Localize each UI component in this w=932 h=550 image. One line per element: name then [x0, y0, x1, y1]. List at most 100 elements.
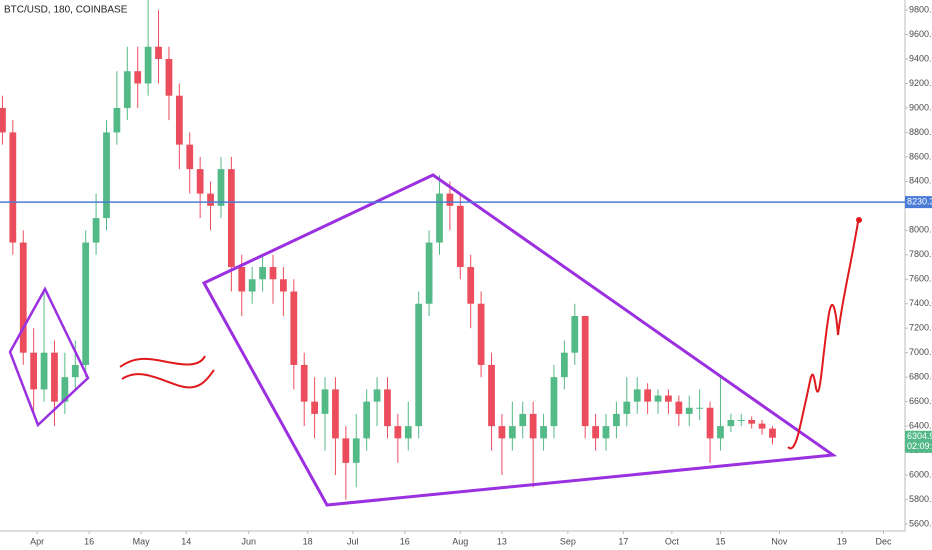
- candle-body: [134, 71, 142, 84]
- candle-body: [456, 205, 464, 268]
- candle-body: [0, 107, 6, 133]
- candle-body: [665, 395, 672, 402]
- candle-body: [40, 352, 48, 390]
- countdown-label: 02:09:48: [907, 441, 932, 451]
- candle-body: [269, 267, 277, 280]
- x-tick-label: 16: [84, 536, 94, 546]
- candle-body: [311, 401, 318, 414]
- last-price-label: 6304.99: [907, 431, 932, 441]
- candle-body: [82, 242, 90, 365]
- arrow-head: [856, 217, 862, 223]
- candle-body: [217, 169, 225, 206]
- x-tick-label: 15: [715, 536, 725, 546]
- y-tick-label: 8000.00: [909, 225, 932, 235]
- candle-body: [113, 107, 121, 133]
- last-price-box: [905, 430, 932, 453]
- candle-body: [290, 291, 298, 365]
- candle-body: [592, 426, 599, 439]
- candle-body: [175, 95, 183, 145]
- candle-body: [92, 218, 100, 243]
- candle-body: [550, 377, 558, 427]
- candle-body: [196, 169, 204, 194]
- candle-body: [436, 193, 443, 243]
- candle-body: [19, 242, 27, 353]
- candle-body: [227, 169, 235, 268]
- candle-body: [321, 389, 329, 414]
- candle-body: [415, 303, 423, 427]
- y-tick-label: 7600.00: [909, 274, 932, 284]
- y-tick-label: 6000.00: [909, 469, 932, 479]
- candle-body: [654, 395, 662, 402]
- candle-body: [602, 426, 610, 439]
- price-label-box: [905, 196, 932, 209]
- y-tick-label: 8600.00: [909, 151, 932, 161]
- y-tick-label: 5600.00: [909, 518, 932, 528]
- price-label: 8230.39: [907, 196, 932, 206]
- x-tick-label: Jun: [241, 536, 256, 546]
- x-tick-label: 17: [618, 536, 628, 546]
- x-tick-label: May: [133, 536, 151, 546]
- candle-body: [644, 389, 651, 402]
- candle-body: [488, 364, 495, 427]
- x-tick-label: Nov: [771, 536, 788, 546]
- candle-body: [633, 389, 641, 402]
- candle-body: [613, 413, 620, 427]
- x-tick-label: Aug: [452, 536, 468, 546]
- drawings: [8, 173, 862, 507]
- y-tick-label: 7000.00: [909, 347, 932, 357]
- candle-body: [477, 303, 485, 365]
- arrow-drawing: [787, 221, 859, 450]
- x-tick-label: Sep: [560, 536, 576, 546]
- candle-body: [737, 420, 745, 422]
- candle-body: [71, 364, 79, 378]
- squiggle-drawing: [119, 355, 206, 368]
- y-tick-label: 7800.00: [909, 249, 932, 259]
- candle-body: [51, 352, 58, 402]
- y-tick-label: 7400.00: [909, 298, 932, 308]
- x-tick-label: Apr: [30, 536, 44, 546]
- candle-body: [425, 242, 433, 304]
- y-tick-label: 5800.00: [909, 494, 932, 504]
- candle-body: [529, 413, 537, 439]
- candle-body: [280, 279, 287, 292]
- y-tick-label: 9200.00: [909, 78, 932, 88]
- candles: [0, 0, 776, 500]
- x-tick-label: 18: [303, 536, 313, 546]
- candle-body: [123, 71, 131, 108]
- candle-body: [259, 267, 266, 280]
- candle-body: [467, 267, 475, 304]
- candle-body: [352, 438, 360, 463]
- candle-body: [727, 420, 735, 427]
- candle-body: [404, 426, 412, 439]
- x-tick-label: Oct: [665, 536, 680, 546]
- y-tick-label: 8400.00: [909, 176, 932, 186]
- candle-body: [581, 315, 589, 427]
- candle-body: [186, 144, 194, 170]
- x-tick-label: 16: [400, 536, 410, 546]
- candle-body: [363, 401, 371, 439]
- candle-body: [144, 46, 152, 84]
- y-tick-label: 9000.00: [909, 102, 932, 112]
- candle-body: [248, 279, 256, 292]
- candle-body: [748, 420, 756, 424]
- y-tick-label: 7200.00: [909, 323, 932, 333]
- candle-body: [519, 413, 527, 427]
- candle-body: [61, 377, 69, 402]
- chart-title: BTC/USD, 180, COINBASE: [4, 5, 128, 16]
- candle-body: [207, 193, 214, 206]
- candle-body: [332, 389, 339, 439]
- candle-body: [769, 428, 776, 438]
- y-tick-label: 6600.00: [909, 396, 932, 406]
- candle-body: [685, 407, 693, 414]
- candle-body: [103, 132, 110, 219]
- candle-body: [758, 423, 766, 429]
- candle-body: [675, 401, 683, 414]
- y-tick-label: 6800.00: [909, 372, 932, 382]
- candle-body: [696, 407, 704, 409]
- candle-body: [373, 389, 381, 402]
- y-tick-label: 9400.00: [909, 53, 932, 63]
- y-tick-label: 9600.00: [909, 29, 932, 39]
- candle-body: [540, 426, 547, 439]
- candle-body: [623, 401, 631, 414]
- y-tick-label: 8800.00: [909, 127, 932, 137]
